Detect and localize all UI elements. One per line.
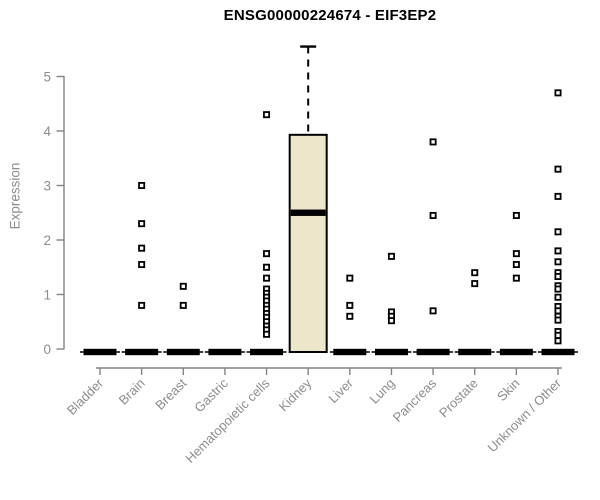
outlier-point bbox=[179, 301, 187, 309]
outlier-point bbox=[554, 228, 562, 236]
outlier-point bbox=[554, 285, 562, 293]
outlier-point bbox=[554, 337, 562, 345]
outlier-point bbox=[263, 111, 271, 119]
outlier-point bbox=[512, 261, 520, 269]
median-line bbox=[290, 209, 326, 216]
chart-title: ENSG00000224674 - EIF3EP2 bbox=[223, 7, 437, 24]
x-category-label: Skin bbox=[494, 376, 522, 404]
zero-median-bar bbox=[166, 348, 200, 356]
outlier-point bbox=[554, 165, 562, 173]
zero-median-bar bbox=[250, 348, 284, 356]
outlier-point bbox=[346, 274, 354, 282]
outlier-point bbox=[138, 244, 146, 252]
x-category-label: Bladder bbox=[64, 375, 107, 418]
outlier-point bbox=[554, 247, 562, 255]
x-category-label: Lung bbox=[367, 376, 398, 407]
outlier-point bbox=[346, 312, 354, 320]
outlier-point bbox=[471, 280, 479, 288]
outlier-point bbox=[471, 269, 479, 277]
zero-median-bar bbox=[458, 348, 492, 356]
zero-median-bar bbox=[208, 348, 242, 356]
zero-median-bar bbox=[499, 348, 533, 356]
outlier-point bbox=[179, 282, 187, 290]
outlier-point bbox=[387, 252, 395, 260]
outlier-point bbox=[554, 293, 562, 301]
outlier-point bbox=[138, 220, 146, 228]
outlier-point bbox=[263, 250, 271, 258]
y-tick-label: 5 bbox=[43, 69, 51, 84]
outlier-point bbox=[138, 301, 146, 309]
zero-median-bar bbox=[125, 348, 159, 356]
x-category-label: Gastric bbox=[191, 375, 231, 415]
zero-median-bar bbox=[83, 348, 117, 356]
outlier-point bbox=[263, 330, 271, 338]
outlier-point bbox=[554, 192, 562, 200]
x-category-label: Prostate bbox=[436, 376, 481, 421]
y-tick-label: 2 bbox=[43, 233, 51, 248]
outlier-point bbox=[263, 274, 271, 282]
x-category-label: Kidney bbox=[276, 375, 315, 414]
outlier-point bbox=[138, 261, 146, 269]
y-axis-label: Expression bbox=[7, 162, 23, 230]
outlier-point bbox=[138, 181, 146, 189]
outlier-point bbox=[512, 250, 520, 258]
box bbox=[288, 133, 328, 353]
zero-median-bar bbox=[374, 348, 408, 356]
zero-median-bar bbox=[541, 348, 575, 356]
outlier-point bbox=[512, 274, 520, 282]
zero-median-bar bbox=[416, 348, 450, 356]
y-tick-label: 3 bbox=[43, 178, 51, 193]
outlier-point bbox=[554, 273, 562, 281]
outlier-point bbox=[554, 258, 562, 266]
zero-median-bar bbox=[333, 348, 367, 356]
x-category-label: Liver bbox=[325, 375, 356, 406]
y-tick-label: 4 bbox=[43, 124, 51, 139]
y-tick-label: 1 bbox=[43, 287, 51, 302]
outlier-point bbox=[554, 89, 562, 97]
y-tick-label: 0 bbox=[43, 342, 51, 357]
x-category-label: Unknown / Other bbox=[485, 375, 565, 455]
outlier-point bbox=[554, 307, 562, 315]
outlier-point bbox=[554, 316, 562, 324]
outlier-point bbox=[429, 211, 437, 219]
x-category-label: Breast bbox=[152, 375, 189, 412]
outlier-point bbox=[554, 331, 562, 339]
outlier-point bbox=[429, 307, 437, 315]
x-category-label: Brain bbox=[116, 376, 148, 408]
outlier-point bbox=[263, 263, 271, 271]
outlier-point bbox=[429, 138, 437, 146]
outlier-point bbox=[387, 317, 395, 325]
x-category-label: Pancreas bbox=[390, 375, 440, 425]
outlier-point bbox=[512, 211, 520, 219]
outlier-point bbox=[346, 301, 354, 309]
